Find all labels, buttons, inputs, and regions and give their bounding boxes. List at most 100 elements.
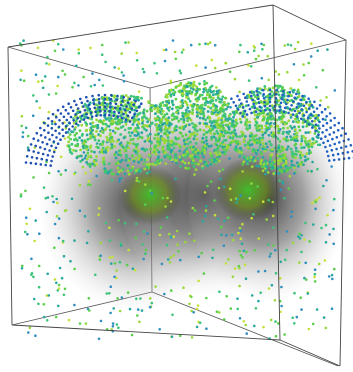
particle: [99, 134, 102, 137]
particle: [219, 91, 222, 94]
particle: [142, 258, 145, 261]
particle: [292, 100, 295, 103]
particle: [175, 85, 178, 88]
particle: [215, 161, 218, 164]
particle: [188, 123, 191, 126]
particle: [315, 201, 318, 204]
particle: [266, 119, 269, 122]
particle: [203, 144, 206, 147]
particle: [217, 119, 220, 122]
particle: [263, 101, 266, 104]
particle: [263, 44, 266, 47]
particle: [315, 86, 318, 89]
particle: [290, 210, 293, 213]
particle: [235, 119, 238, 122]
particle: [293, 63, 296, 66]
particle: [26, 233, 29, 236]
particle: [201, 104, 204, 107]
particle: [239, 227, 242, 230]
particle: [324, 135, 327, 138]
particle: [89, 108, 92, 111]
particle: [98, 338, 101, 341]
particle: [303, 146, 306, 149]
particle: [30, 162, 33, 165]
particle: [199, 117, 202, 120]
particle: [39, 146, 42, 149]
particle: [193, 165, 196, 168]
particle: [223, 220, 226, 223]
particle: [254, 107, 257, 110]
particle: [194, 93, 197, 96]
particle: [128, 173, 131, 176]
particle: [279, 261, 282, 264]
particle: [138, 90, 141, 93]
particle: [163, 122, 166, 125]
particle: [177, 137, 180, 140]
particle: [246, 162, 249, 165]
particle: [202, 113, 205, 116]
particle: [274, 249, 277, 252]
particle: [299, 237, 302, 240]
particle: [187, 153, 190, 156]
particle: [165, 94, 168, 97]
particle: [41, 158, 44, 161]
particle: [241, 242, 244, 245]
particle: [206, 185, 209, 188]
particle: [171, 314, 174, 317]
particle: [79, 129, 82, 132]
particle: [178, 150, 181, 153]
particle: [286, 148, 289, 151]
particle: [289, 91, 292, 94]
particle: [241, 163, 244, 166]
particle: [164, 156, 167, 159]
particle: [238, 250, 241, 253]
particle: [150, 122, 153, 125]
particle: [298, 261, 301, 264]
particle: [289, 135, 292, 138]
particle: [137, 161, 140, 164]
particle: [113, 276, 116, 279]
particle: [101, 127, 104, 130]
particle: [137, 113, 140, 116]
particle: [62, 135, 65, 138]
particle: [232, 116, 235, 119]
particle: [98, 79, 101, 82]
particle: [127, 101, 130, 104]
particle: [120, 111, 123, 114]
particle: [323, 316, 326, 319]
particle: [179, 259, 182, 262]
particle: [154, 285, 157, 288]
particle: [296, 132, 299, 135]
particle: [292, 242, 295, 245]
particle: [167, 119, 170, 122]
particle: [209, 129, 212, 132]
particle: [264, 148, 267, 151]
particle: [195, 142, 198, 145]
particle: [278, 149, 281, 152]
particle: [174, 143, 177, 146]
particle: [291, 127, 294, 130]
particle: [235, 105, 238, 108]
particle: [175, 162, 178, 165]
particle: [178, 156, 181, 159]
particle: [210, 91, 213, 94]
particle: [325, 115, 328, 118]
particle: [316, 308, 319, 311]
particle: [269, 164, 272, 167]
particle: [176, 106, 179, 109]
particle: [317, 133, 320, 136]
particle: [164, 60, 167, 63]
particle: [229, 106, 232, 109]
particle: [313, 101, 316, 104]
particle: [47, 154, 50, 157]
particle: [314, 273, 317, 276]
particle: [193, 239, 196, 242]
particle: [242, 140, 245, 143]
particle: [98, 207, 101, 210]
particle: [196, 111, 199, 114]
particle: [262, 118, 265, 121]
particle: [157, 132, 160, 135]
particle: [268, 123, 271, 126]
particle: [220, 98, 223, 101]
particle: [90, 85, 93, 88]
